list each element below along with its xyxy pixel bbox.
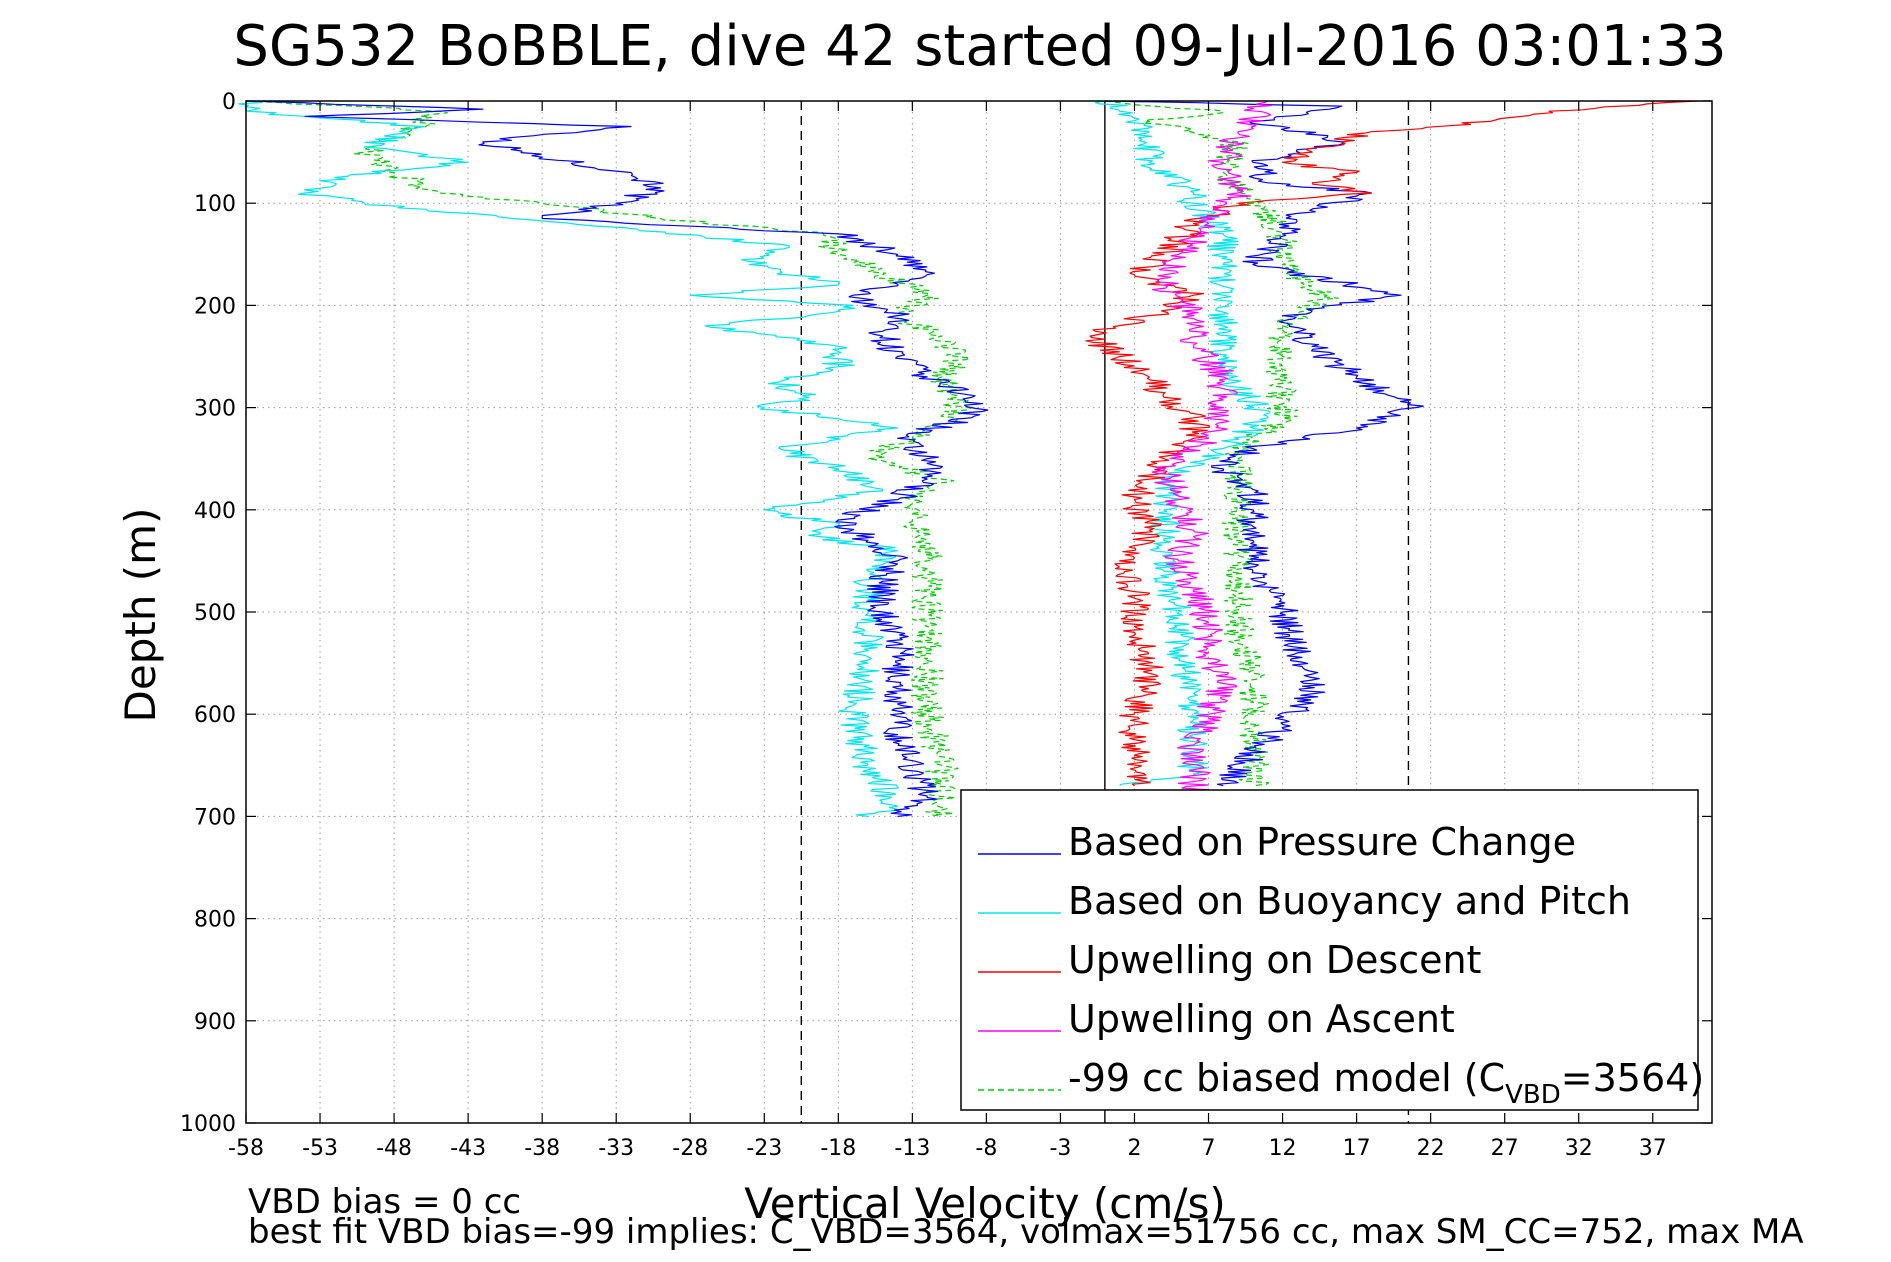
y-tick-label: 1000	[180, 1112, 236, 1137]
y-tick-label: 900	[194, 1010, 236, 1035]
series-layer	[238, 100, 1698, 817]
y-tick-label: 800	[194, 908, 236, 933]
x-tick-label: 7	[1202, 1136, 1216, 1161]
legend-label-suffix: =3564)	[1561, 1056, 1704, 1100]
y-tick-label: 200	[194, 294, 236, 319]
chart-title: SG532 BoBBLE, dive 42 started 09-Jul-201…	[233, 14, 1726, 79]
x-tick-label: -13	[894, 1136, 930, 1161]
series-line	[245, 100, 972, 817]
best-fit-note: best fit VBD bias=-99 implies: C_VBD=356…	[248, 1212, 1804, 1252]
legend-label: Upwelling on Descent	[1068, 938, 1481, 982]
x-tick-label: -28	[672, 1136, 708, 1161]
x-tick-label: 2	[1127, 1136, 1141, 1161]
x-tick-label: 37	[1639, 1136, 1667, 1161]
y-axis-label: Depth (m)	[116, 508, 165, 723]
x-tick-label: -23	[746, 1136, 782, 1161]
series-line	[245, 100, 989, 817]
y-tick-label: 400	[194, 499, 236, 524]
y-tick-label: 300	[194, 397, 236, 422]
legend: Based on Pressure Change Based on Buoyanc…	[960, 789, 1704, 1111]
legend-label: Upwelling on Ascent	[1068, 997, 1455, 1041]
x-tick-label: -8	[975, 1136, 997, 1161]
x-tick-label: 27	[1491, 1136, 1519, 1161]
x-tick-label: -58	[228, 1136, 264, 1161]
x-tick-label: -33	[598, 1136, 634, 1161]
x-tick-label: -48	[376, 1136, 412, 1161]
y-tick-label: 700	[194, 805, 236, 830]
axes	[245, 100, 1713, 1124]
x-tick-label: 32	[1565, 1136, 1593, 1161]
legend-label: Based on Buoyancy and Pitch	[1068, 879, 1631, 923]
x-tick-labels: -58 -53 -48 -43 -38 -33 -28 -23 -18 -13 -8 -3 2 7 12 17…	[228, 1136, 1667, 1161]
legend-label: -99 cc biased model (CVBD=3564)	[1068, 1056, 1704, 1110]
y-tick-label: 500	[194, 601, 236, 626]
x-tick-label: -38	[524, 1136, 560, 1161]
legend-box	[960, 789, 1699, 1111]
series-line	[238, 100, 899, 817]
series-line	[1094, 100, 1271, 787]
series-line	[1104, 100, 1424, 787]
x-tick-label: 22	[1417, 1136, 1445, 1161]
series-line	[1151, 100, 1272, 797]
y-tick-label: 100	[194, 192, 236, 217]
legend-label-prefix: -99 cc biased model (C	[1068, 1056, 1505, 1100]
x-tick-label: -43	[450, 1136, 486, 1161]
x-tick-label: 12	[1269, 1136, 1297, 1161]
vbd-bias-note: VBD bias = 0 cc	[248, 1182, 521, 1222]
x-tick-label: -53	[302, 1136, 338, 1161]
x-tick-label: -3	[1049, 1136, 1071, 1161]
x-tick-label: -18	[820, 1136, 856, 1161]
y-tick-labels: 0 100 200 300 400 500 600 700 800 900 1000	[180, 90, 236, 1137]
legend-label-subscript: VBD	[1505, 1080, 1561, 1110]
y-tick-label: 0	[222, 90, 236, 115]
series-line	[1104, 100, 1340, 787]
legend-label: Based on Pressure Change	[1068, 820, 1576, 864]
y-tick-label: 600	[194, 703, 236, 728]
x-axis-label: Vertical Velocity (cm/s)	[744, 1179, 1225, 1228]
x-tick-label: 17	[1343, 1136, 1371, 1161]
